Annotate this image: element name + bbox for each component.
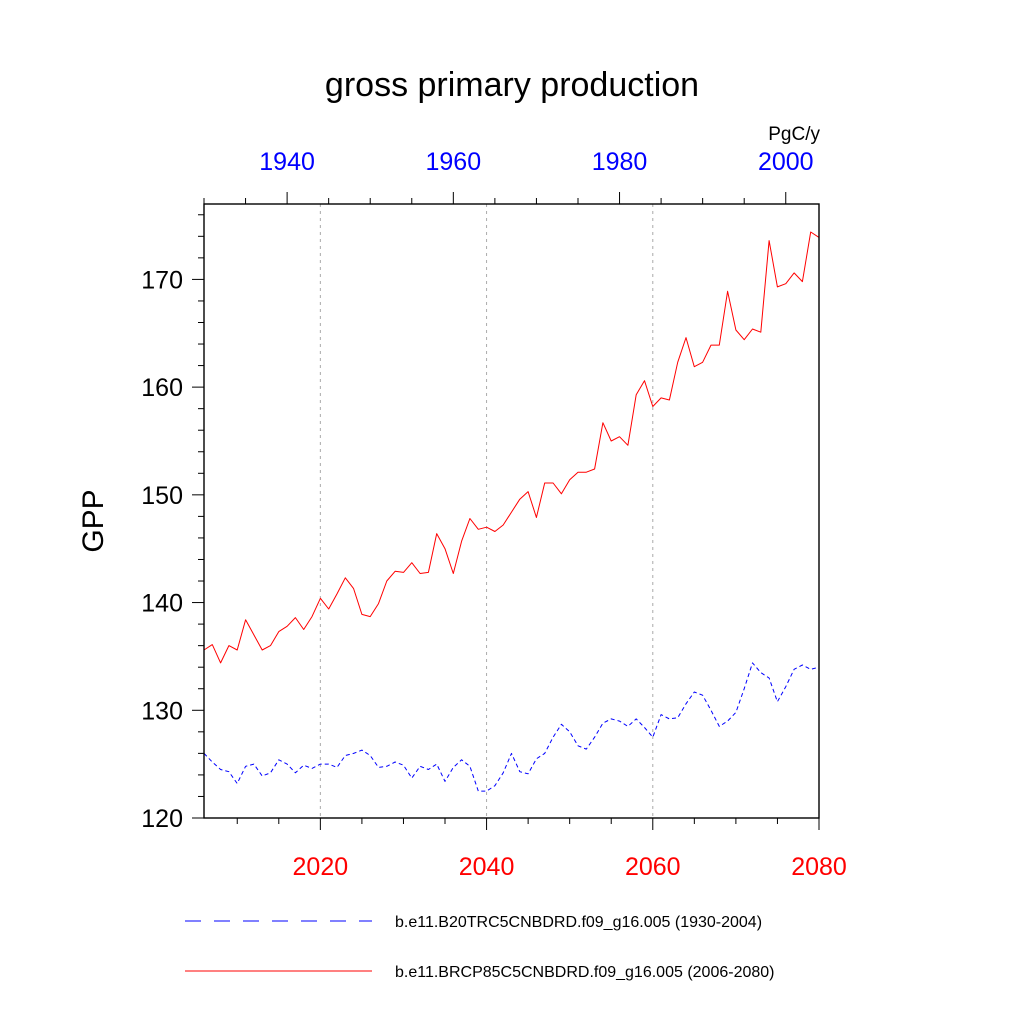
y-tick-label-140: 140 <box>141 590 183 618</box>
x-bottom-tick-label-2080: 2080 <box>791 853 847 881</box>
y-tick-label-120: 120 <box>141 805 183 833</box>
x-top-tick-label-2000: 2000 <box>758 148 814 176</box>
x-top-tick-label-1980: 1980 <box>592 148 648 176</box>
y-tick-label-130: 130 <box>141 697 183 725</box>
x-bottom-tick-label-2040: 2040 <box>459 853 515 881</box>
legend-label-rcp85: b.e11.BRCP85C5CNBDRD.f09_g16.005 (2006-2… <box>395 964 774 981</box>
y-tick-label-170: 170 <box>141 266 183 294</box>
series-line-historical <box>203 662 820 792</box>
x-top-tick-label-1940: 1940 <box>259 148 315 176</box>
y-axis-label: GPP <box>77 489 110 552</box>
chart-title: gross primary production <box>325 66 699 104</box>
x-bottom-tick-label-2020: 2020 <box>293 853 349 881</box>
units-label: PgC/y <box>768 124 820 145</box>
y-tick-label-150: 150 <box>141 482 183 510</box>
series-line-rcp85 <box>203 231 820 664</box>
plot-frame <box>203 203 820 819</box>
legend: b.e11.B20TRC5CNBDRD.f09_g16.005 (1930-20… <box>185 914 774 981</box>
x-top-tick-label-1960: 1960 <box>426 148 482 176</box>
y-tick-label-160: 160 <box>141 374 183 402</box>
legend-label-historical: b.e11.B20TRC5CNBDRD.f09_g16.005 (1930-20… <box>395 914 762 931</box>
x-bottom-tick-label-2060: 2060 <box>625 853 681 881</box>
